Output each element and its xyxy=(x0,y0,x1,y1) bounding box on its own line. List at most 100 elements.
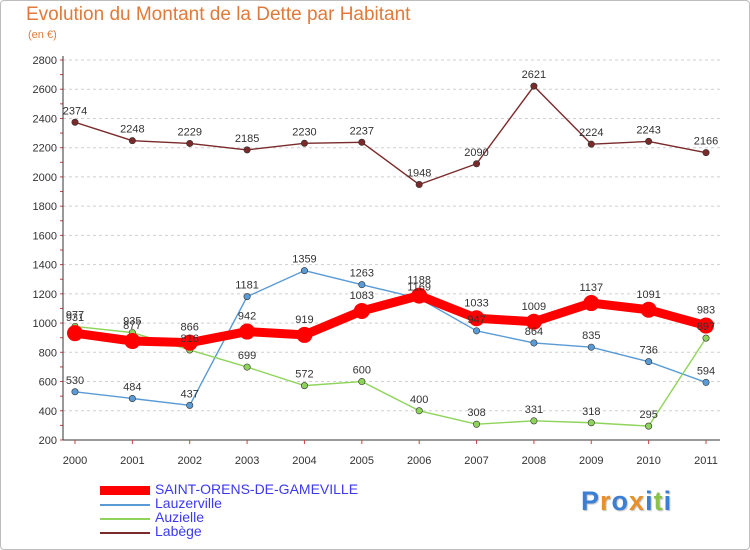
data-label-2: 897 xyxy=(697,321,715,333)
data-label-1: 835 xyxy=(582,330,600,342)
data-label-0: 1033 xyxy=(464,297,488,309)
data-label-3: 2224 xyxy=(579,127,603,139)
series-point-1 xyxy=(300,267,308,275)
data-label-2: 295 xyxy=(639,409,657,421)
series-point-1 xyxy=(71,388,79,396)
legend-swatch-auzielle xyxy=(100,518,150,520)
series-point-1 xyxy=(243,293,251,301)
series-point-2 xyxy=(358,378,366,386)
x-tick-label: 2005 xyxy=(350,455,374,467)
series-point-3 xyxy=(587,140,595,148)
data-label-0: 983 xyxy=(697,305,715,317)
x-tick-label: 2001 xyxy=(120,455,144,467)
y-tick-label: 1800 xyxy=(33,201,57,213)
x-tick-label: 2008 xyxy=(522,455,546,467)
data-label-1: 594 xyxy=(697,365,715,377)
data-label-1: 864 xyxy=(525,326,543,338)
series-point-1 xyxy=(128,394,136,402)
data-label-3: 2374 xyxy=(63,105,87,117)
y-tick-label: 400 xyxy=(39,406,57,418)
data-label-2: 977 xyxy=(66,309,84,321)
series-point-2 xyxy=(530,417,538,425)
y-tick-label: 2200 xyxy=(33,143,57,155)
series-point-0 xyxy=(583,295,600,312)
logo-letter: i xyxy=(645,486,654,516)
series-point-2 xyxy=(473,420,481,428)
series-layer xyxy=(67,82,714,430)
x-tick-label: 2006 xyxy=(407,455,431,467)
series-point-3 xyxy=(71,118,79,126)
legend-label-auzielle: Auzielle xyxy=(155,509,205,525)
chart-subtitle: (en €) xyxy=(28,29,57,41)
series-point-3 xyxy=(358,138,366,146)
series-point-3 xyxy=(530,82,538,90)
series-point-0 xyxy=(296,326,313,343)
data-label-3: 2166 xyxy=(694,136,718,148)
series-point-3 xyxy=(702,149,710,157)
logo-letter: o xyxy=(611,486,630,516)
series-point-1 xyxy=(702,378,710,386)
series-point-1 xyxy=(645,358,653,366)
series-line-2 xyxy=(74,325,707,427)
series-point-3 xyxy=(186,139,194,147)
legend-swatch-labege xyxy=(100,532,150,534)
data-label-3: 2243 xyxy=(636,124,660,136)
legend-label-lauzerville: Lauzerville xyxy=(155,495,222,511)
series-point-1 xyxy=(587,343,595,351)
data-label-1: 1181 xyxy=(235,280,259,292)
series-line-1 xyxy=(74,269,707,407)
series-point-1 xyxy=(186,401,194,409)
data-labels-layer: 2374 2248 2229 2185 2230 2237 1948 2090 2621 2224… xyxy=(63,69,718,421)
y-tick-label: 1200 xyxy=(33,289,57,301)
x-tick-label: 2004 xyxy=(292,455,316,467)
data-label-1: 1263 xyxy=(350,268,374,280)
y-tick-label: 2000 xyxy=(33,172,57,184)
data-label-0: 1009 xyxy=(522,301,546,313)
data-label-2: 816 xyxy=(181,333,199,345)
x-tick-label: 2011 xyxy=(694,455,718,467)
data-label-3: 2185 xyxy=(235,133,259,145)
data-label-2: 600 xyxy=(353,365,371,377)
series-line-3 xyxy=(74,85,707,186)
data-label-0: 1137 xyxy=(579,282,603,294)
data-label-1: 530 xyxy=(66,375,84,387)
data-label-2: 308 xyxy=(467,407,485,419)
series-point-2 xyxy=(702,334,710,342)
grid-layer xyxy=(63,59,720,441)
y-tick-label: 1600 xyxy=(33,230,57,242)
series-point-0 xyxy=(640,301,657,318)
axes-layer: 200 400 600 800 1000 1200 1400 1600 1800 2000 2200… xyxy=(33,55,720,467)
data-label-2: 400 xyxy=(410,394,428,406)
data-label-2: 699 xyxy=(238,350,256,362)
data-label-3: 2621 xyxy=(522,69,546,81)
logo-letter: i xyxy=(663,486,673,516)
x-tick-label: 2009 xyxy=(579,455,603,467)
data-label-0: 1188 xyxy=(407,275,431,287)
data-label-0: 942 xyxy=(238,311,256,323)
series-point-0 xyxy=(468,310,485,327)
data-label-3: 2229 xyxy=(177,126,201,138)
x-tick-label: 2003 xyxy=(235,455,259,467)
logo-letter: r xyxy=(600,486,612,516)
series-point-3 xyxy=(473,160,481,168)
series-point-3 xyxy=(415,181,423,189)
series-point-2 xyxy=(645,422,653,430)
legend-label-labege: Labège xyxy=(155,523,202,539)
series-point-3 xyxy=(300,139,308,147)
series-point-0 xyxy=(698,317,714,334)
series-point-1 xyxy=(358,281,366,289)
series-point-0 xyxy=(353,302,370,319)
y-tick-label: 1400 xyxy=(33,260,57,272)
series-point-0 xyxy=(525,313,542,330)
logo-letter: x xyxy=(629,486,646,516)
data-label-1: 1359 xyxy=(292,254,316,266)
data-label-2: 935 xyxy=(123,316,141,328)
data-label-1: 1169 xyxy=(407,281,431,293)
x-tick-label: 2000 xyxy=(63,455,87,467)
series-point-0 xyxy=(67,325,83,342)
y-tick-label: 1000 xyxy=(33,318,57,330)
logo-letter: P xyxy=(581,486,601,516)
data-label-1: 947 xyxy=(467,314,485,326)
